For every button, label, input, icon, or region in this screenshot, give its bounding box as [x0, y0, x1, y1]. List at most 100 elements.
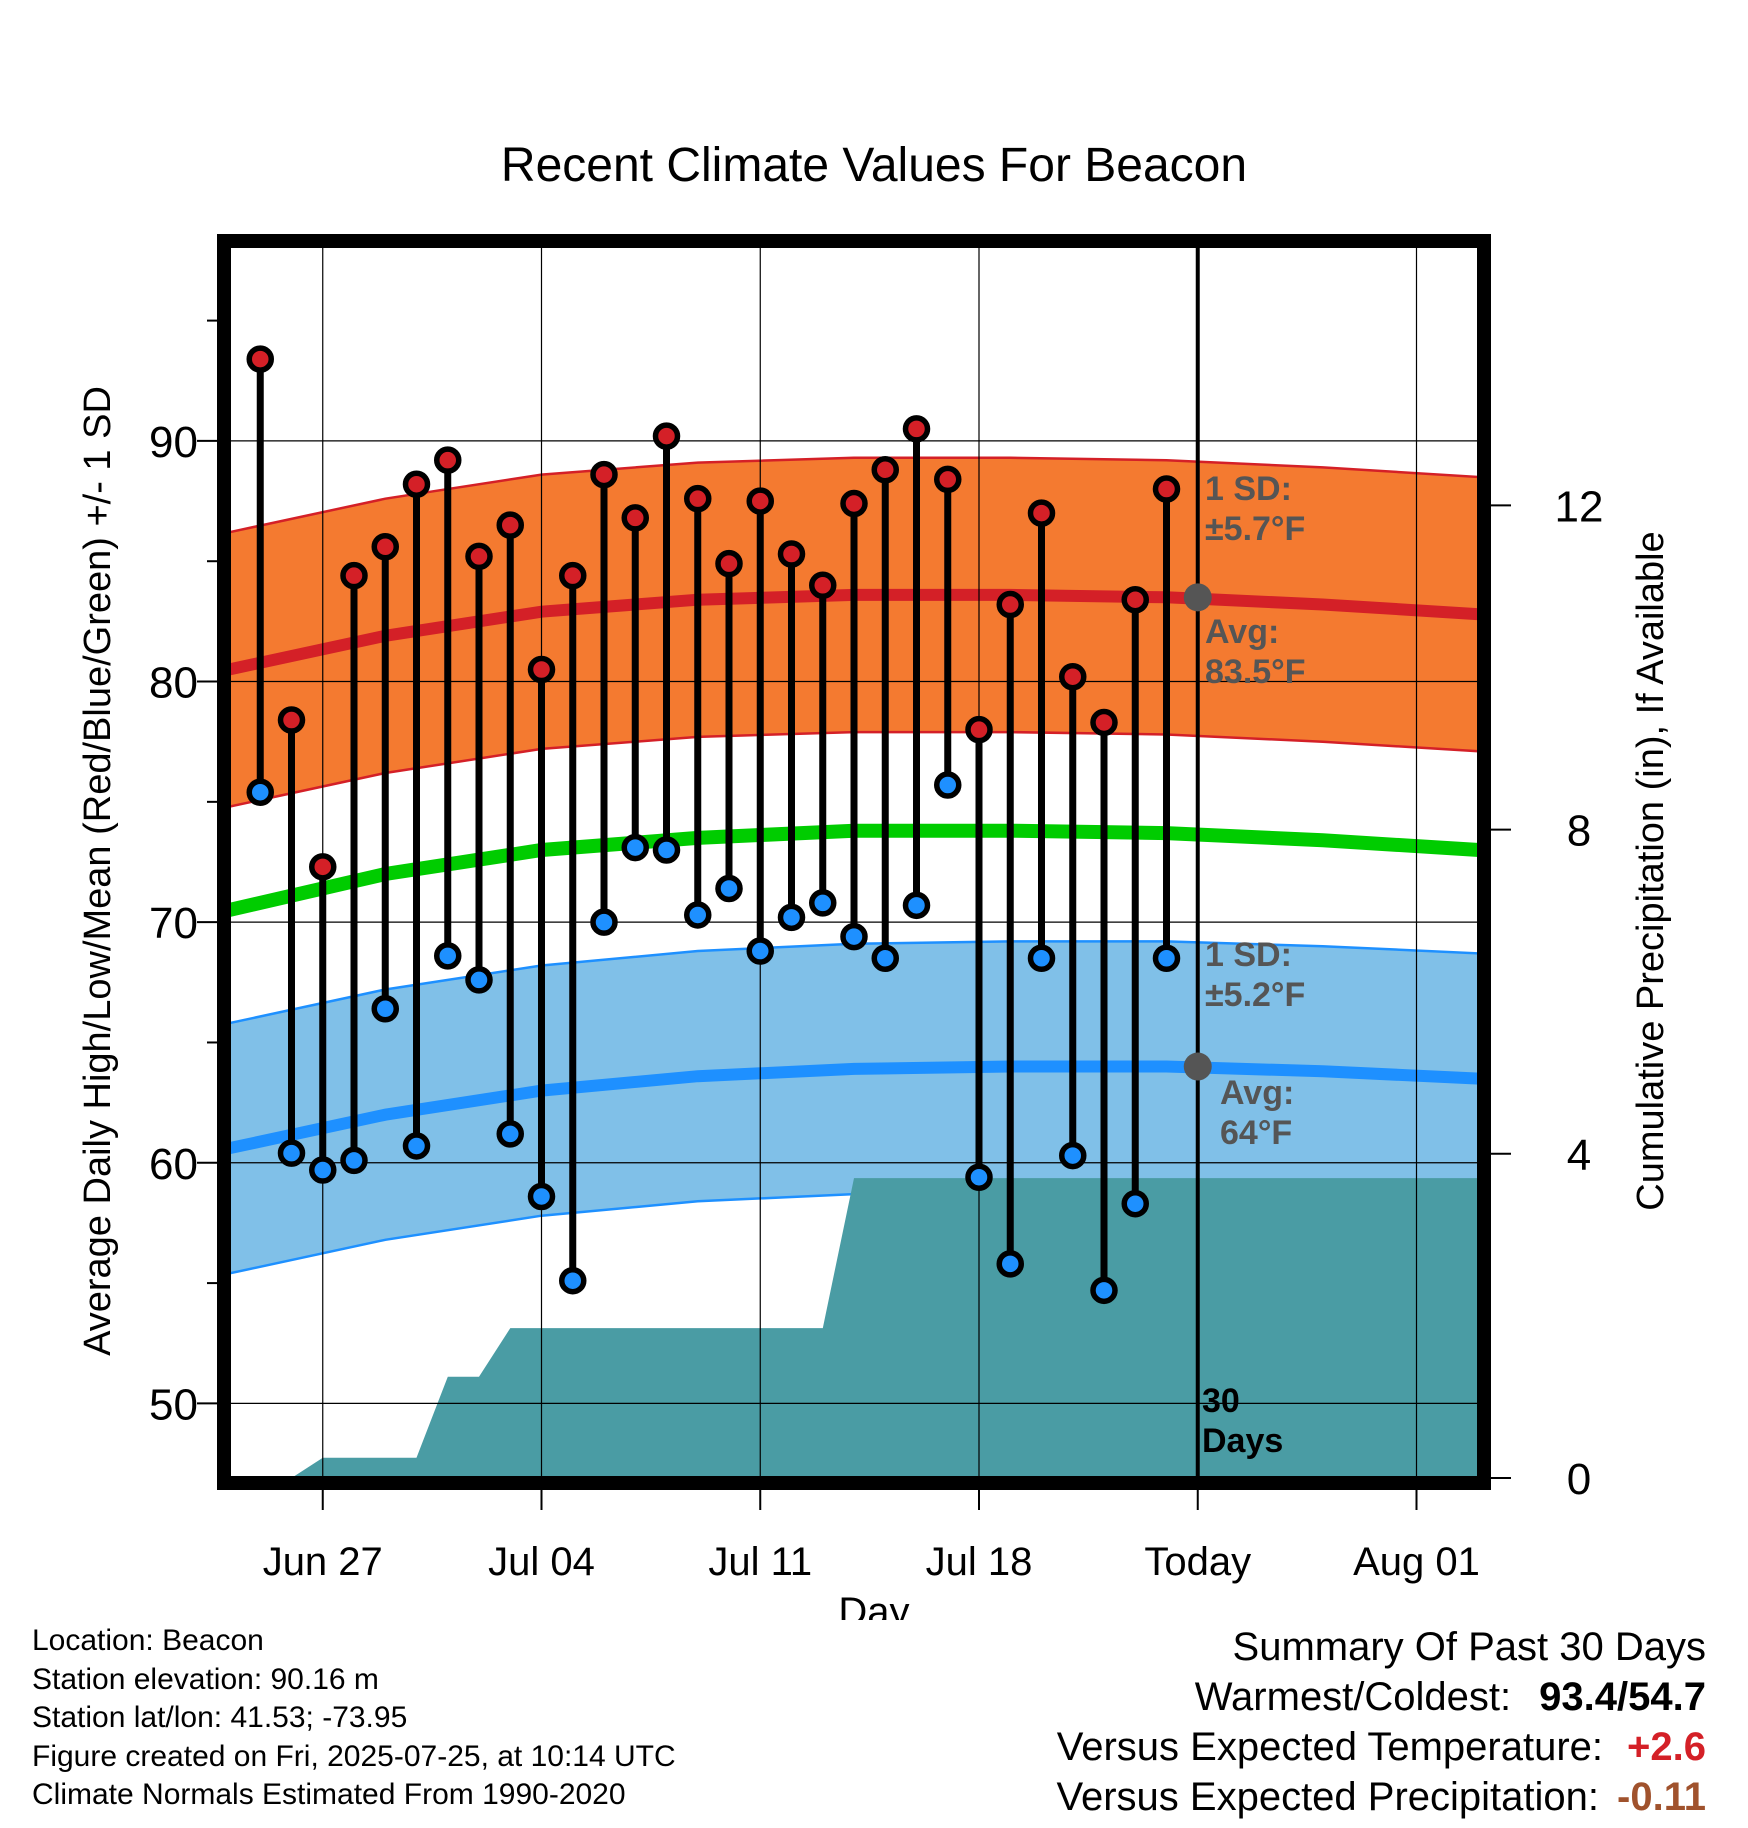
temp-anomaly-row: Versus Expected Temperature: +2.6 — [1057, 1722, 1706, 1772]
high-point — [559, 561, 587, 590]
high-point — [777, 540, 806, 568]
low-point — [934, 771, 962, 799]
high-point — [840, 489, 868, 518]
period-annotation: 30 — [1202, 1382, 1240, 1420]
today-low-normal-marker — [1183, 1052, 1212, 1081]
value-separator: / — [1617, 1675, 1629, 1719]
low-point — [434, 942, 462, 970]
low-point — [590, 908, 618, 936]
low-point — [371, 995, 399, 1023]
period-annotation: Days — [1202, 1422, 1283, 1460]
high-point — [621, 504, 649, 532]
high-point — [340, 561, 368, 590]
high-point — [434, 446, 462, 474]
y-right-tick-label: 0 — [1567, 1455, 1591, 1504]
low-point — [309, 1156, 337, 1184]
plot-frame — [217, 234, 1491, 1490]
high-point — [996, 590, 1024, 619]
high-point — [590, 460, 618, 489]
low-sd-annotation: ±5.2°F — [1205, 976, 1305, 1014]
high-point — [402, 470, 431, 498]
low-point — [1090, 1276, 1118, 1305]
high-point — [496, 511, 524, 539]
warm-cold-row: Warmest/Coldest: 93.4/54.7 — [1057, 1672, 1706, 1722]
low-point — [1027, 944, 1056, 972]
low-point — [1152, 944, 1181, 972]
y-axis-label-right: Cumulative Precipitation (in), If Availa… — [1630, 531, 1672, 1210]
low-point — [777, 903, 806, 932]
high-avg-annotation: Avg: — [1205, 613, 1279, 651]
coldest-value: 54.7 — [1628, 1675, 1706, 1719]
low-point — [840, 922, 868, 951]
y-axis-label-left: Average Daily High/Low/Mean (Red/Blue/Gr… — [77, 386, 119, 1356]
high-point — [684, 484, 712, 513]
high-point — [371, 533, 399, 561]
location-text: Location: Beacon — [32, 1624, 264, 1657]
low-point — [996, 1250, 1024, 1278]
low-point — [559, 1266, 587, 1295]
high-point — [902, 415, 931, 443]
y-right-tick-label: 4 — [1567, 1131, 1591, 1180]
low-point — [1121, 1189, 1149, 1218]
low-point — [246, 778, 274, 806]
low-avg-annotation: 64°F — [1220, 1114, 1292, 1152]
high-point — [465, 542, 493, 571]
low-normal-line — [227, 1060, 1480, 1155]
y-tick-label: 70 — [149, 899, 198, 948]
normals-text: Climate Normals Estimated From 1990-2020 — [32, 1778, 626, 1811]
low-point — [871, 944, 899, 972]
x-tick-label: Jun 27 — [263, 1540, 383, 1584]
low-avg-annotation: Avg: — [1220, 1074, 1294, 1112]
x-tick-label: Jul 04 — [488, 1540, 595, 1584]
y-tick-label: 50 — [149, 1380, 198, 1429]
y-right-tick-label: 8 — [1567, 807, 1591, 856]
low-point — [715, 874, 743, 903]
high-point — [527, 655, 556, 684]
y-tick-label: 80 — [149, 659, 198, 708]
temp-anomaly-value: +2.6 — [1627, 1725, 1706, 1769]
low-point — [621, 833, 649, 862]
created-text: Figure created on Fri, 2025-07-25, at 10… — [32, 1739, 676, 1773]
y-tick-label: 60 — [149, 1140, 198, 1189]
low-point — [402, 1132, 431, 1160]
high-point — [715, 549, 743, 578]
high-avg-annotation: 83.5°F — [1205, 653, 1306, 691]
high-point — [246, 345, 274, 373]
low-sd-annotation: 1 SD: — [1205, 936, 1292, 974]
today-high-normal-marker — [1183, 583, 1212, 612]
high-point — [309, 853, 337, 881]
low-point — [652, 836, 681, 864]
low-point — [1059, 1141, 1087, 1170]
high-point — [871, 456, 899, 484]
high-point — [746, 487, 774, 515]
high-point — [1090, 708, 1118, 737]
low-point — [527, 1182, 556, 1211]
chart-title: Recent Climate Values For Beacon — [501, 139, 1247, 192]
x-tick-label: Aug 01 — [1353, 1540, 1480, 1584]
x-tick-label: Jul 11 — [708, 1540, 812, 1584]
high-sd-annotation: ±5.7°F — [1205, 510, 1305, 548]
high-point — [1059, 662, 1087, 691]
climate-chart: Recent Climate Values For Beacon 1 SD:±5… — [77, 139, 1672, 1620]
x-tick-label: Jul 18 — [926, 1540, 1033, 1584]
low-point — [746, 937, 774, 965]
summary-panel: Summary Of Past 30 Days Warmest/Coldest:… — [1057, 1622, 1707, 1822]
elevation-text: Station elevation: 90.16 m — [32, 1662, 379, 1696]
y-tick-label: 90 — [149, 418, 198, 467]
x-tick-label: Today — [1144, 1540, 1251, 1584]
low-point — [684, 901, 712, 929]
low-point — [809, 889, 837, 917]
high-point — [809, 571, 837, 600]
low-point — [465, 966, 493, 994]
high-point — [652, 422, 681, 450]
high-point — [934, 465, 962, 494]
low-point — [277, 1139, 306, 1167]
high-point — [277, 706, 306, 734]
warmest-value: 93.4 — [1539, 1675, 1618, 1719]
high-point — [1152, 475, 1181, 503]
precip-anomaly-label: Versus Expected Precipitation: — [1056, 1775, 1600, 1819]
high-sd-annotation: 1 SD: — [1205, 470, 1292, 508]
high-point — [965, 715, 993, 744]
y-right-tick-label: 12 — [1555, 482, 1604, 531]
